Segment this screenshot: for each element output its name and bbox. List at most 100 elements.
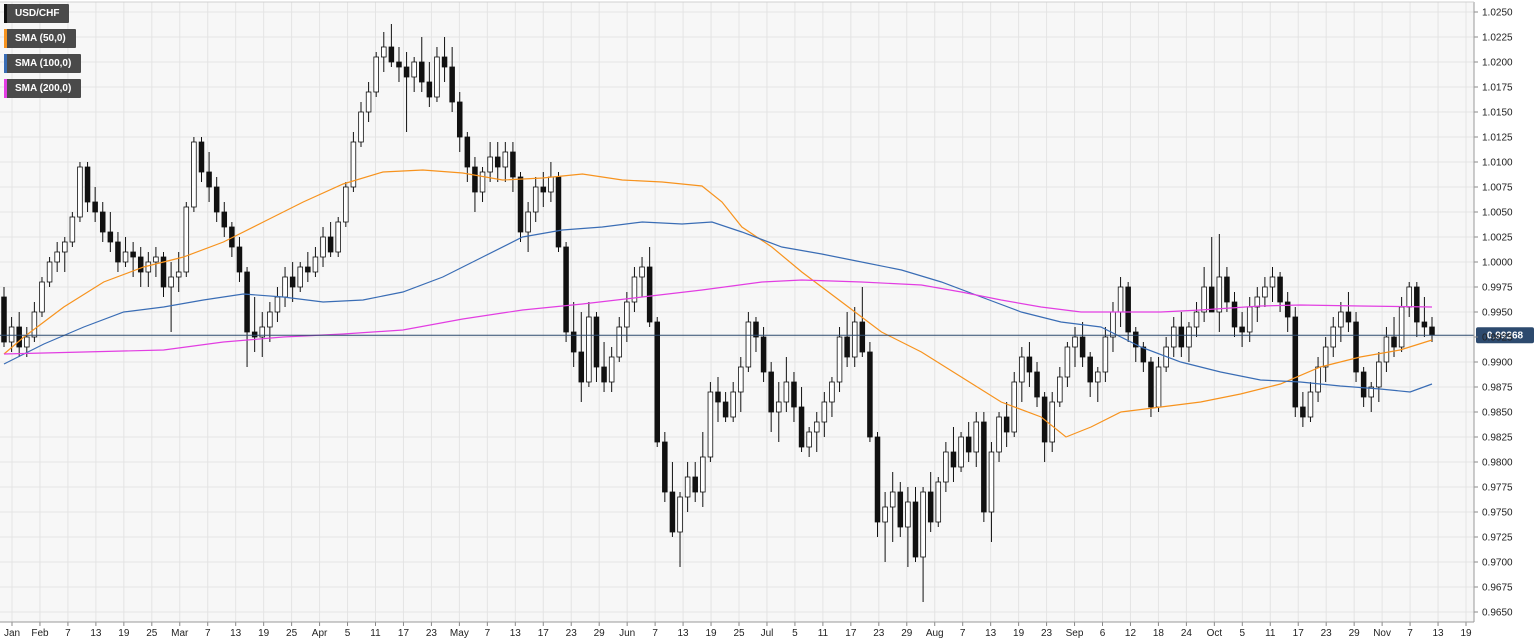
candle [84, 162, 91, 212]
candle [1315, 357, 1321, 402]
candle-body-bearish [540, 186, 547, 193]
candle-body-bearish [160, 256, 167, 288]
candle [684, 462, 691, 512]
candle-body-bullish [411, 61, 417, 78]
y-tick-label: 1.0075 [1482, 183, 1513, 194]
candle-body-bearish [464, 136, 471, 168]
candle-body-bearish [1148, 361, 1154, 408]
candle-body-bearish [555, 176, 562, 248]
candle-body-bearish [137, 256, 144, 273]
candle-body-bearish [760, 336, 767, 373]
candle [502, 142, 509, 182]
legend-label: USD/CHF [15, 8, 60, 19]
candle-body-bullish [1201, 286, 1207, 313]
candle [77, 162, 83, 222]
candle-body-bearish [646, 266, 653, 323]
candle [122, 237, 129, 267]
candle-body-bearish [1140, 346, 1147, 363]
x-tick-label: Apr [312, 628, 328, 639]
candle-body-bearish [1034, 371, 1040, 398]
x-tick-label: Jan [4, 628, 20, 639]
candle-body-bearish [1284, 301, 1291, 318]
legend-item-sma100[interactable]: SMA (100,0) [4, 54, 82, 73]
candle [487, 142, 493, 182]
candle [388, 24, 395, 67]
legend-item-sma200[interactable]: SMA (200,0) [4, 79, 82, 98]
candle-body-bullish [46, 261, 53, 283]
candle [905, 487, 911, 567]
legend-item-usdchf[interactable]: USD/CHF [4, 4, 70, 23]
candle-body-bearish [867, 351, 873, 438]
x-tick-label: 17 [845, 628, 857, 639]
candle-body-bullish [1064, 346, 1071, 378]
candle-body-bearish [981, 421, 987, 513]
candle [305, 252, 311, 282]
y-tick-label: 0.9825 [1482, 433, 1513, 444]
candle [327, 222, 334, 257]
legend-swatch [4, 4, 7, 23]
candle-body-bullish [479, 171, 486, 193]
candle-body-bullish [1254, 296, 1261, 308]
candle [1376, 352, 1382, 402]
candle [996, 412, 1002, 462]
candle [700, 432, 706, 507]
x-tick-label: 13 [678, 628, 690, 639]
candle [1057, 367, 1063, 407]
legend-item-sma50[interactable]: SMA (50,0) [4, 29, 76, 48]
candle [958, 432, 964, 472]
candle-body-bearish [327, 236, 334, 253]
candle-body-bearish [1292, 316, 1299, 408]
candle [183, 202, 190, 277]
x-tick-label: 5 [1240, 628, 1246, 639]
candle-body-bullish [1368, 386, 1374, 398]
candle-body-bullish [608, 356, 615, 383]
candle [821, 392, 828, 437]
candle [160, 252, 167, 297]
y-tick-label: 0.9750 [1482, 508, 1513, 519]
candle [578, 312, 585, 402]
candle [646, 247, 653, 327]
candle-body-bullish [175, 271, 182, 278]
candle-body-bullish [320, 236, 326, 258]
candle [419, 37, 425, 92]
candle-body-bearish [753, 321, 759, 338]
x-tick-label: May [450, 628, 469, 639]
candle-body-bullish [851, 321, 858, 358]
candle [654, 317, 660, 447]
candle [99, 202, 106, 242]
candle-body-bullish [24, 336, 30, 348]
x-tick-label: 12 [1125, 628, 1137, 639]
candle-body-bullish [889, 491, 896, 508]
candle-body-bearish [92, 201, 98, 213]
candle [813, 412, 820, 452]
candle [586, 302, 592, 387]
x-tick-label: 5 [792, 628, 798, 639]
y-tick-label: 1.0100 [1482, 158, 1513, 169]
y-tick-label: 0.9775 [1482, 483, 1513, 494]
candle-body-bullish [365, 91, 372, 113]
candle [950, 427, 957, 482]
candle-body-bearish [494, 156, 501, 168]
candle-body-bearish [115, 241, 121, 263]
candle [829, 377, 835, 417]
x-tick-label: Oct [1207, 628, 1223, 639]
candle [1216, 234, 1223, 332]
candle [707, 382, 714, 462]
candle [859, 287, 866, 357]
candle [517, 172, 524, 242]
candle-body-bearish [1231, 301, 1238, 328]
candle [882, 492, 888, 562]
candle-body-bullish [282, 276, 288, 298]
candle [616, 317, 623, 362]
candle [1102, 327, 1109, 382]
candle-body-bearish [441, 56, 448, 68]
x-tick-label: Jul [761, 628, 774, 639]
candle-body-bearish [844, 336, 850, 358]
candle-body-bearish [1391, 336, 1397, 348]
x-tick-label: 29 [594, 628, 606, 639]
y-tick-label: 1.0000 [1482, 258, 1513, 269]
candle-body-bearish [965, 436, 972, 453]
candle [563, 242, 569, 342]
